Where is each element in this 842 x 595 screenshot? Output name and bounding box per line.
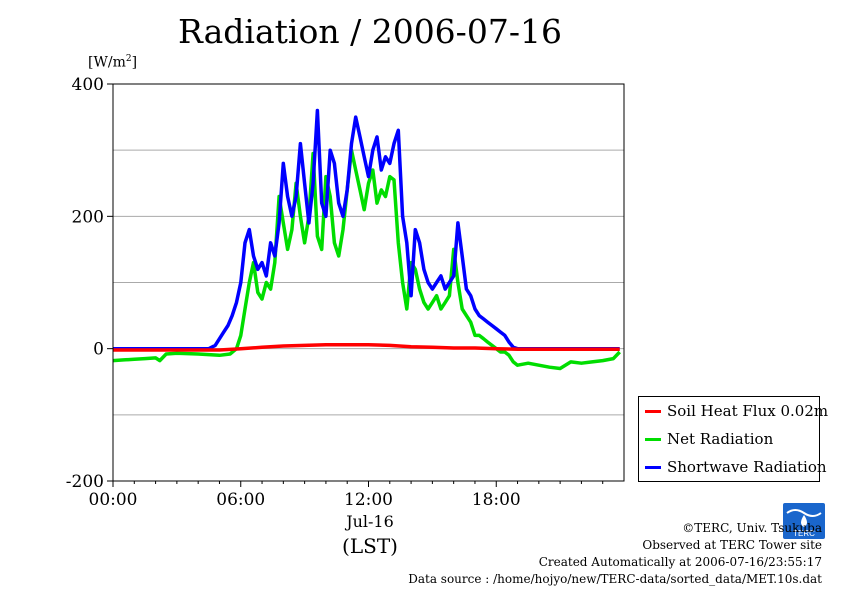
- legend-swatch-soil-heat-flux: [645, 409, 661, 413]
- logo-text: TERC: [793, 529, 815, 538]
- y-axis-unit: [W/m2]: [88, 54, 137, 71]
- legend-label-soil-heat-flux: Soil Heat Flux 0.02m: [667, 402, 829, 420]
- y-tick-label-2: 200: [72, 207, 104, 227]
- legend-swatch-shortwave-radiation: [645, 465, 661, 469]
- legend-item-net-radiation: Net Radiation: [645, 428, 773, 450]
- legend-item-shortwave-radiation: Shortwave Radiation: [645, 456, 827, 478]
- series-line-0: [113, 342, 620, 352]
- legend-item-soil-heat-flux: Soil Heat Flux 0.02m: [645, 400, 828, 422]
- x-tick-label-3: 18:00: [472, 490, 521, 510]
- x-tick-label-0: 00:00: [89, 490, 138, 510]
- x-tick-label-2: 12:00: [344, 490, 393, 510]
- axis-ticks: -200 0 200 400 00:00 06:00 12:00 18:00: [66, 75, 604, 510]
- series-line-1: [112, 148, 621, 371]
- series-lines: [112, 108, 621, 371]
- y-tick-label-1: 0: [93, 340, 104, 360]
- unit-superscript: 2: [125, 54, 132, 64]
- legend-label-net-radiation: Net Radiation: [667, 430, 774, 448]
- date-label: Jul-16: [346, 512, 394, 531]
- unit-prefix: [W/m: [88, 54, 126, 71]
- x-axis-unit: (LST): [342, 534, 398, 558]
- footer-site: Observed at TERC Tower site: [642, 538, 822, 552]
- unit-suffix: ]: [131, 54, 138, 71]
- footer-created: Created Automatically at 2006-07-16/23:5…: [538, 555, 822, 569]
- chart-title: Radiation / 2006-07-16: [178, 12, 562, 51]
- legend-swatch-net-radiation: [645, 437, 661, 441]
- legend-label-shortwave-radiation: Shortwave Radiation: [667, 458, 827, 476]
- y-tick-label-0: -200: [66, 472, 104, 492]
- footer-copyright: ©TERC, Univ. Tsukuba: [682, 521, 822, 535]
- y-tick-label-3: 400: [72, 75, 104, 95]
- legend: Soil Heat Flux 0.02m Net Radiation Short…: [638, 396, 828, 482]
- x-tick-label-1: 06:00: [216, 490, 265, 510]
- footer-source: Data source : /home/hojyo/new/TERC-data/…: [408, 572, 822, 586]
- series-line-2: [113, 108, 620, 351]
- terc-logo: TERC: [783, 503, 825, 539]
